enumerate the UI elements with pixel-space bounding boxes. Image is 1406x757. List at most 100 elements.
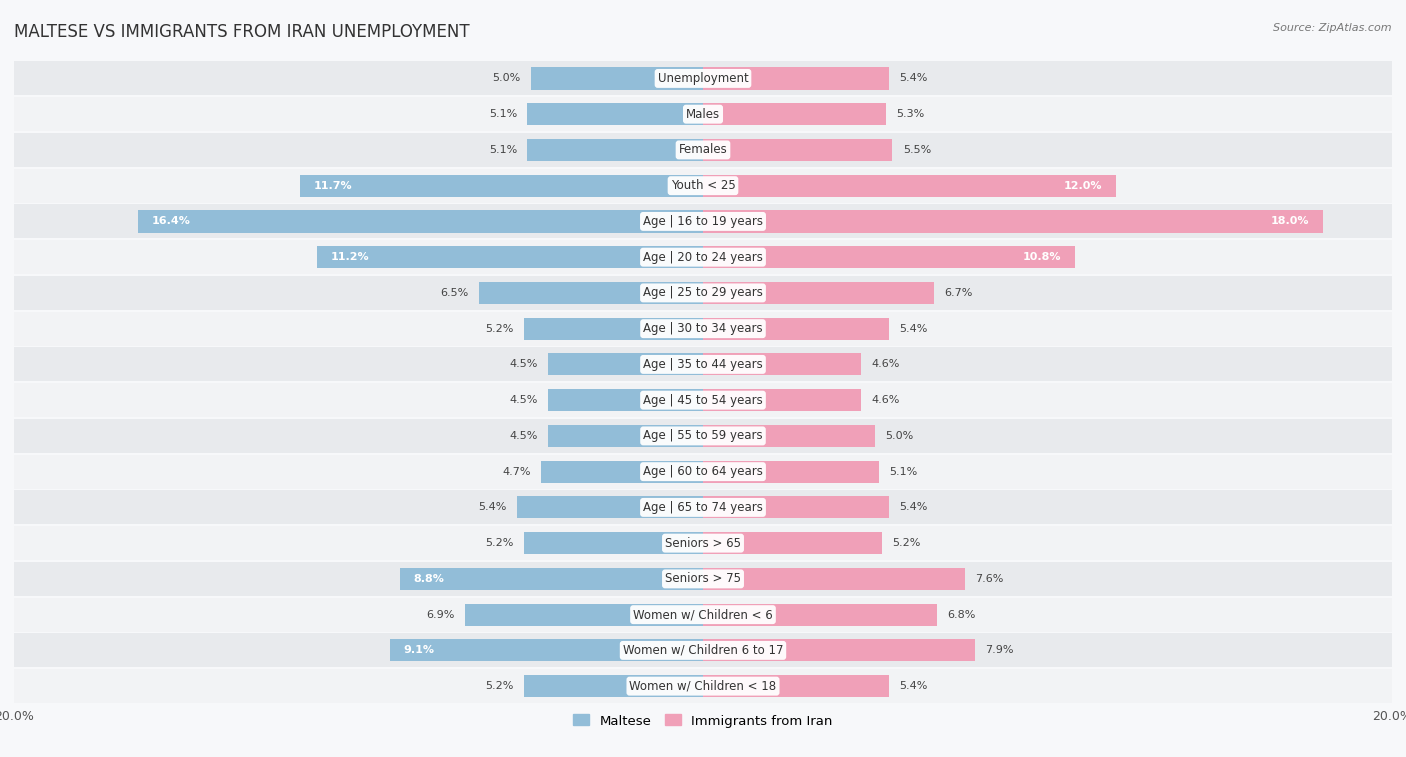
Bar [14,276,1392,310]
Bar [703,210,1323,232]
Bar [703,354,862,375]
Text: 4.5%: 4.5% [509,395,537,405]
Text: Females: Females [679,143,727,157]
Text: 4.5%: 4.5% [509,360,537,369]
Text: 4.5%: 4.5% [509,431,537,441]
Text: 7.9%: 7.9% [986,646,1014,656]
Bar [14,634,1392,668]
Bar [299,175,703,197]
Bar [703,425,875,447]
Bar [318,246,703,268]
Text: Source: ZipAtlas.com: Source: ZipAtlas.com [1274,23,1392,33]
Text: 5.2%: 5.2% [485,681,513,691]
Bar [703,532,882,554]
Bar [703,640,976,662]
Bar [548,425,703,447]
Text: 5.2%: 5.2% [485,538,513,548]
Text: 5.2%: 5.2% [485,324,513,334]
Bar [399,568,703,590]
Text: Women w/ Children < 18: Women w/ Children < 18 [630,680,776,693]
Text: Age | 60 to 64 years: Age | 60 to 64 years [643,465,763,478]
Text: 5.3%: 5.3% [896,109,924,119]
Bar [524,675,703,697]
Bar [14,97,1392,131]
Bar [14,204,1392,238]
Text: 4.6%: 4.6% [872,395,900,405]
Bar [14,526,1392,560]
Bar [517,497,703,519]
Text: 12.0%: 12.0% [1064,181,1102,191]
Bar [703,103,886,125]
Bar [703,568,965,590]
Bar [14,133,1392,167]
Bar [703,460,879,483]
Text: 5.1%: 5.1% [889,466,917,477]
Bar [541,460,703,483]
Text: Youth < 25: Youth < 25 [671,179,735,192]
Text: 10.8%: 10.8% [1022,252,1062,262]
Text: 6.7%: 6.7% [945,288,973,298]
Bar [14,491,1392,525]
Text: Age | 30 to 34 years: Age | 30 to 34 years [643,322,763,335]
Bar [14,669,1392,703]
Text: Women w/ Children < 6: Women w/ Children < 6 [633,608,773,621]
Text: 7.6%: 7.6% [976,574,1004,584]
Bar [465,603,703,626]
Text: Seniors > 75: Seniors > 75 [665,572,741,585]
Text: Age | 55 to 59 years: Age | 55 to 59 years [643,429,763,442]
Bar [14,169,1392,203]
Text: Seniors > 65: Seniors > 65 [665,537,741,550]
Text: 4.6%: 4.6% [872,360,900,369]
Text: 5.0%: 5.0% [886,431,914,441]
Text: 18.0%: 18.0% [1271,217,1309,226]
Bar [14,598,1392,631]
Text: Age | 25 to 29 years: Age | 25 to 29 years [643,286,763,300]
Bar [703,67,889,89]
Text: 16.4%: 16.4% [152,217,191,226]
Bar [14,240,1392,274]
Text: 11.2%: 11.2% [330,252,370,262]
Text: 6.9%: 6.9% [426,609,456,620]
Text: Women w/ Children 6 to 17: Women w/ Children 6 to 17 [623,644,783,657]
Bar [14,562,1392,596]
Bar [548,354,703,375]
Bar [14,61,1392,95]
Text: Age | 45 to 54 years: Age | 45 to 54 years [643,394,763,407]
Bar [531,67,703,89]
Text: Unemployment: Unemployment [658,72,748,85]
Text: 5.1%: 5.1% [489,145,517,155]
Text: 5.1%: 5.1% [489,109,517,119]
Bar [703,318,889,340]
Legend: Maltese, Immigrants from Iran: Maltese, Immigrants from Iran [568,709,838,733]
Text: 6.5%: 6.5% [440,288,468,298]
Text: Males: Males [686,107,720,120]
Text: 6.8%: 6.8% [948,609,976,620]
Bar [527,139,703,161]
Text: Age | 65 to 74 years: Age | 65 to 74 years [643,501,763,514]
Bar [524,532,703,554]
Text: Age | 16 to 19 years: Age | 16 to 19 years [643,215,763,228]
Bar [14,419,1392,453]
Bar [548,389,703,411]
Bar [138,210,703,232]
Text: 4.7%: 4.7% [502,466,531,477]
Bar [14,455,1392,488]
Bar [703,603,938,626]
Text: 5.2%: 5.2% [893,538,921,548]
Text: Age | 35 to 44 years: Age | 35 to 44 years [643,358,763,371]
Text: 5.0%: 5.0% [492,73,520,83]
Text: 8.8%: 8.8% [413,574,444,584]
Bar [14,312,1392,346]
Bar [703,282,934,304]
Text: MALTESE VS IMMIGRANTS FROM IRAN UNEMPLOYMENT: MALTESE VS IMMIGRANTS FROM IRAN UNEMPLOY… [14,23,470,41]
Bar [479,282,703,304]
Text: 5.4%: 5.4% [900,73,928,83]
Bar [527,103,703,125]
Text: 9.1%: 9.1% [404,646,434,656]
Text: 5.4%: 5.4% [900,324,928,334]
Bar [14,347,1392,382]
Bar [703,139,893,161]
Bar [524,318,703,340]
Bar [703,675,889,697]
Bar [703,497,889,519]
